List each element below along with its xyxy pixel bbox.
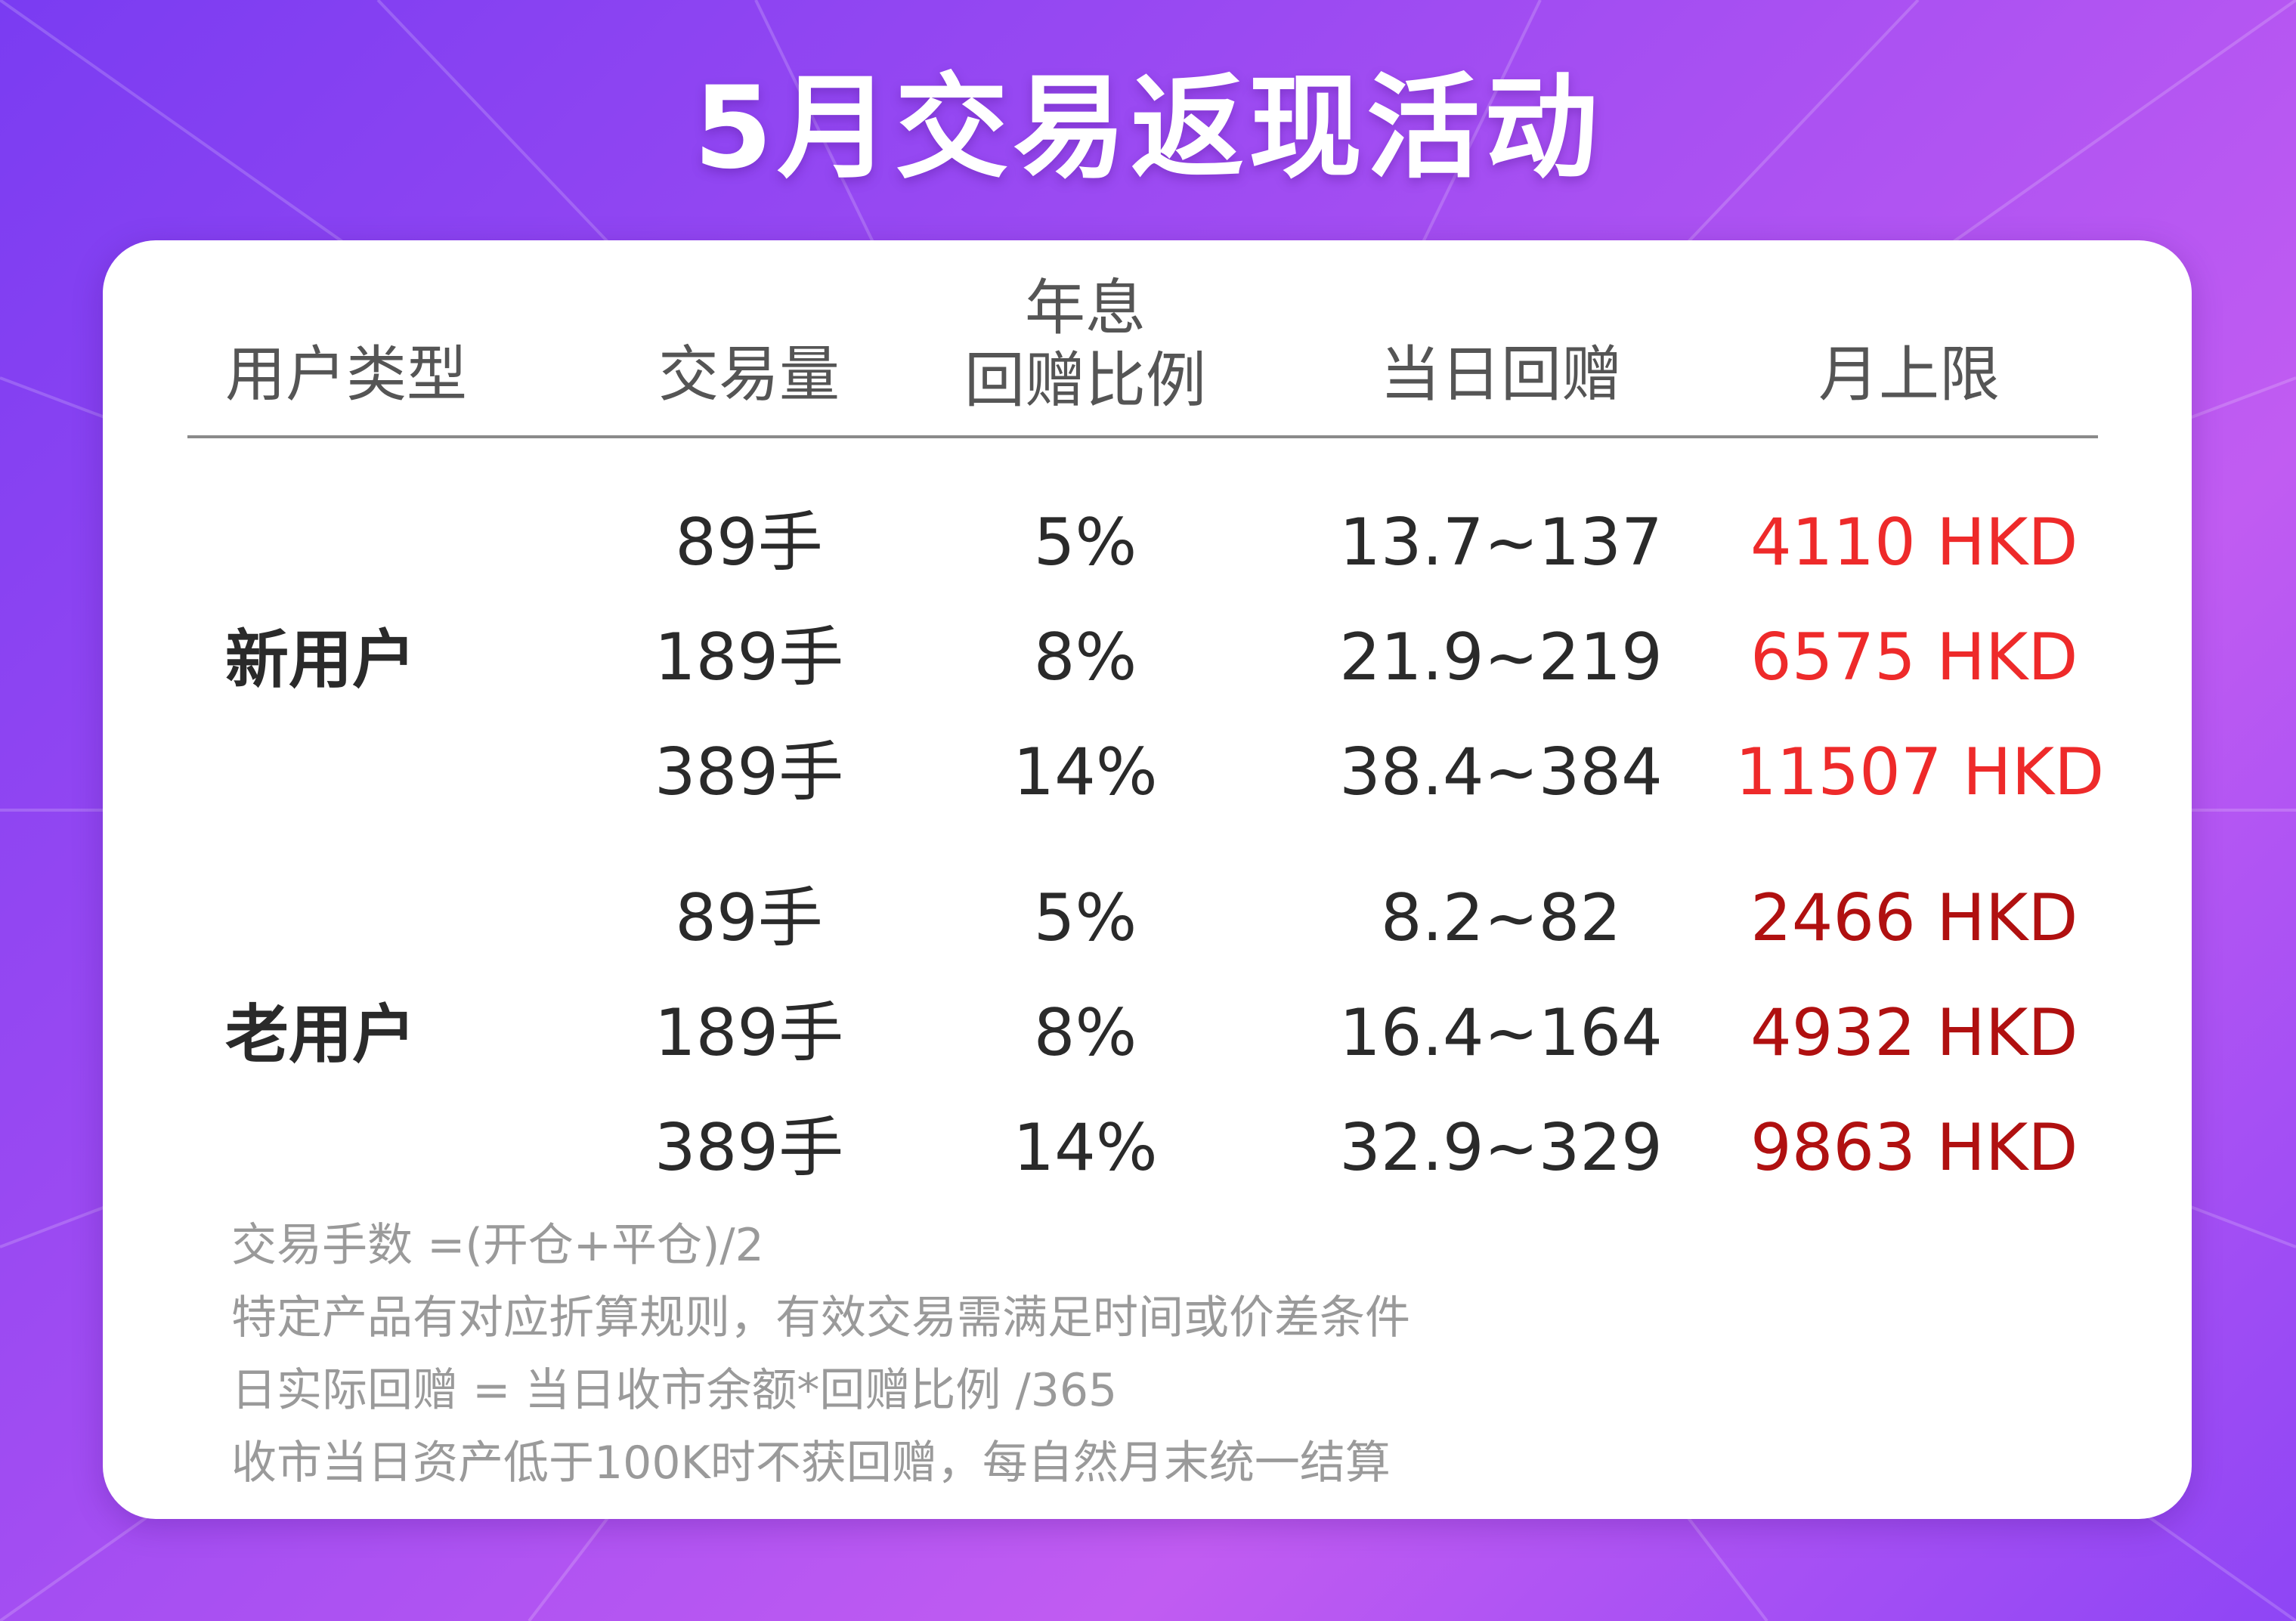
rebate-table-card: 用户类型 交易量 年息 回赠比例 当日回赠 月上限 新用户 89手 5% 13.… bbox=[103, 240, 2192, 1519]
footnote: 收市当日资产低于100K时不获回赠，每自然月末统一结算 bbox=[231, 1437, 1391, 1490]
header-rate-line2: 回赠比例 bbox=[964, 345, 1206, 416]
table-cell-cap: 11507 HKD bbox=[1735, 735, 2105, 810]
table-cell-volume: 89手 bbox=[675, 505, 823, 580]
table-cell-rate: 5% bbox=[1033, 880, 1137, 956]
group-label-new-users: 新用户 bbox=[225, 623, 416, 697]
header-user-type: 用户类型 bbox=[225, 339, 467, 410]
header-monthly-cap: 月上限 bbox=[1818, 339, 2000, 410]
table-cell-volume: 189手 bbox=[654, 620, 844, 695]
footnote: 日实际回赠 = 当日收市余额*回赠比例 /365 bbox=[231, 1364, 1118, 1417]
table-cell-volume: 89手 bbox=[675, 880, 823, 956]
footnote: 特定产品有对应折算规则，有效交易需满足时间或价差条件 bbox=[231, 1292, 1410, 1344]
header-volume: 交易量 bbox=[658, 339, 840, 410]
table-cell-daily: 38.4~384 bbox=[1339, 735, 1663, 810]
table-cell-cap: 9863 HKD bbox=[1750, 1110, 2078, 1186]
table-cell-cap: 6575 HKD bbox=[1750, 620, 2078, 695]
table-cell-daily: 32.9~329 bbox=[1339, 1110, 1663, 1186]
page-title: 5月交易返现活动 bbox=[693, 63, 1603, 194]
table-cell-rate: 8% bbox=[1033, 620, 1137, 695]
table-cell-rate: 5% bbox=[1033, 505, 1137, 580]
footnote: 交易手数 =(开仓+平仓)/2 bbox=[231, 1219, 764, 1272]
table-cell-daily: 13.7~137 bbox=[1339, 505, 1663, 580]
table-cell-rate: 14% bbox=[1013, 1110, 1158, 1186]
table-cell-daily: 8.2~82 bbox=[1380, 880, 1622, 956]
table-cell-cap: 2466 HKD bbox=[1750, 880, 2078, 956]
table-cell-cap: 4932 HKD bbox=[1750, 995, 2078, 1071]
table-cell-daily: 16.4~164 bbox=[1339, 995, 1663, 1071]
table-cell-volume: 189手 bbox=[654, 995, 844, 1071]
header-daily-rebate: 当日回赠 bbox=[1380, 339, 1622, 410]
table-cell-daily: 21.9~219 bbox=[1339, 620, 1663, 695]
header-rate: 年息 回赠比例 bbox=[934, 272, 1236, 417]
table-cell-rate: 14% bbox=[1013, 735, 1158, 810]
header-rate-line1: 年息 bbox=[1025, 273, 1146, 343]
table-cell-volume: 389手 bbox=[654, 735, 844, 810]
table-cell-cap: 4110 HKD bbox=[1750, 505, 2078, 580]
header-divider bbox=[187, 435, 2098, 438]
group-label-old-users: 老用户 bbox=[225, 998, 416, 1072]
table-cell-rate: 8% bbox=[1033, 995, 1137, 1071]
table-cell-volume: 389手 bbox=[654, 1110, 844, 1186]
